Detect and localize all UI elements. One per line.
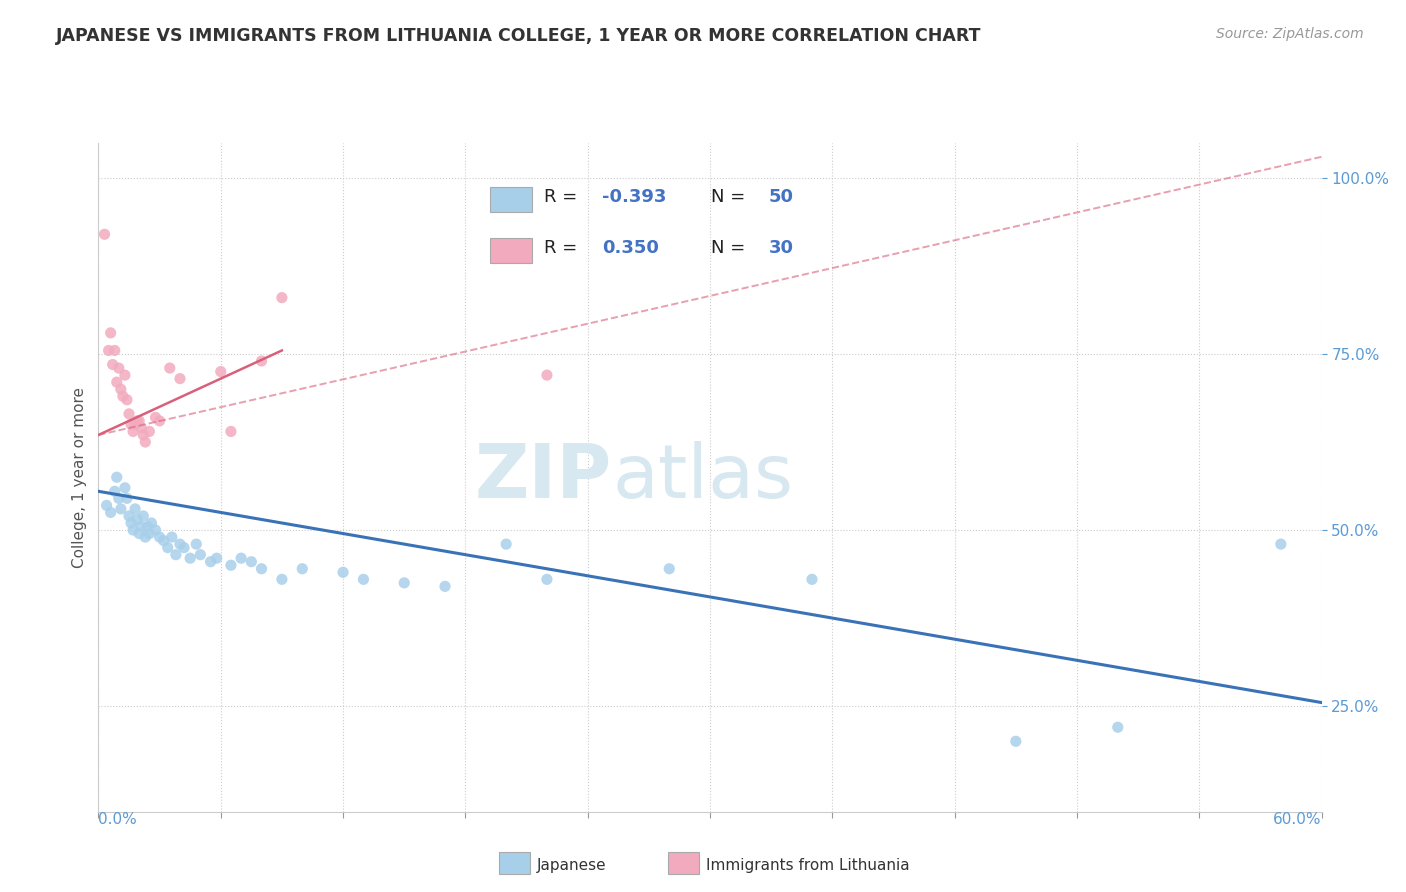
Text: Japanese: Japanese [537,858,607,872]
Point [1270,537,1292,551]
Point [200,555,222,569]
Point [145,523,167,537]
Point [209,365,232,379]
Text: ZIP: ZIP [475,441,612,514]
Point [96,499,118,513]
Point [124,502,146,516]
Point [100,326,122,340]
Point [104,343,127,358]
Point [114,481,136,495]
Point [122,523,145,537]
Point [115,491,138,506]
Text: atlas: atlas [612,441,793,514]
Point [219,558,242,573]
Point [352,572,374,586]
Point [536,572,558,586]
Point [129,519,152,533]
Point [495,537,517,551]
Point [136,519,159,533]
Point [392,575,416,590]
Point [1107,720,1129,734]
Point [134,530,156,544]
Point [138,425,160,439]
Point [801,572,824,586]
Point [128,526,150,541]
Point [118,407,141,421]
Text: 30: 30 [769,239,794,257]
Bar [491,186,531,211]
Text: 50: 50 [769,188,794,206]
Point [132,508,155,523]
Point [138,526,160,541]
Point [270,291,294,305]
Point [93,227,115,242]
Point [188,548,212,562]
Point [152,533,174,548]
Point [291,562,314,576]
Text: N =: N = [710,188,751,206]
Point [165,548,187,562]
Point [231,551,253,566]
Point [104,484,127,499]
Text: N =: N = [710,239,751,257]
Point [108,361,131,376]
Point [100,505,122,519]
Text: Source: ZipAtlas.com: Source: ZipAtlas.com [1216,27,1364,41]
Point [434,579,457,593]
Point [124,417,146,432]
Point [169,371,191,385]
Point [120,516,142,530]
Point [173,541,195,555]
Point [111,389,134,403]
Point [128,414,150,428]
Point [159,361,181,376]
Point [658,562,681,576]
Point [536,368,558,383]
Point [101,358,124,372]
Point [179,551,201,566]
Text: R =: R = [544,239,583,257]
Point [141,516,163,530]
Point [129,421,152,435]
Point [149,530,172,544]
Point [122,425,145,439]
Bar [491,238,531,263]
Point [132,428,155,442]
Text: 0.0%: 0.0% [98,812,138,827]
Point [127,414,149,428]
Point [97,343,120,358]
Point [250,354,273,368]
Text: R =: R = [544,188,583,206]
Point [219,425,242,439]
Point [250,562,273,576]
Point [145,410,167,425]
Point [156,541,179,555]
Text: 60.0%: 60.0% [1274,812,1322,827]
Point [105,375,128,389]
Point [149,414,172,428]
Point [205,551,228,566]
Point [115,392,138,407]
Point [110,382,132,396]
Point [134,435,156,450]
Point [270,572,294,586]
Point [160,530,183,544]
Text: 0.350: 0.350 [602,239,659,257]
Point [332,566,354,580]
Text: -0.393: -0.393 [602,188,666,206]
Point [120,417,142,432]
Point [108,491,131,506]
Point [110,502,132,516]
Point [169,537,191,551]
Text: Immigrants from Lithuania: Immigrants from Lithuania [706,858,910,872]
Text: JAPANESE VS IMMIGRANTS FROM LITHUANIA COLLEGE, 1 YEAR OR MORE CORRELATION CHART: JAPANESE VS IMMIGRANTS FROM LITHUANIA CO… [56,27,981,45]
Point [114,368,136,383]
Point [240,555,263,569]
Point [127,512,149,526]
Point [186,537,208,551]
Y-axis label: College, 1 year or more: College, 1 year or more [72,387,87,567]
Point [118,508,141,523]
Point [105,470,128,484]
Point [1004,734,1026,748]
